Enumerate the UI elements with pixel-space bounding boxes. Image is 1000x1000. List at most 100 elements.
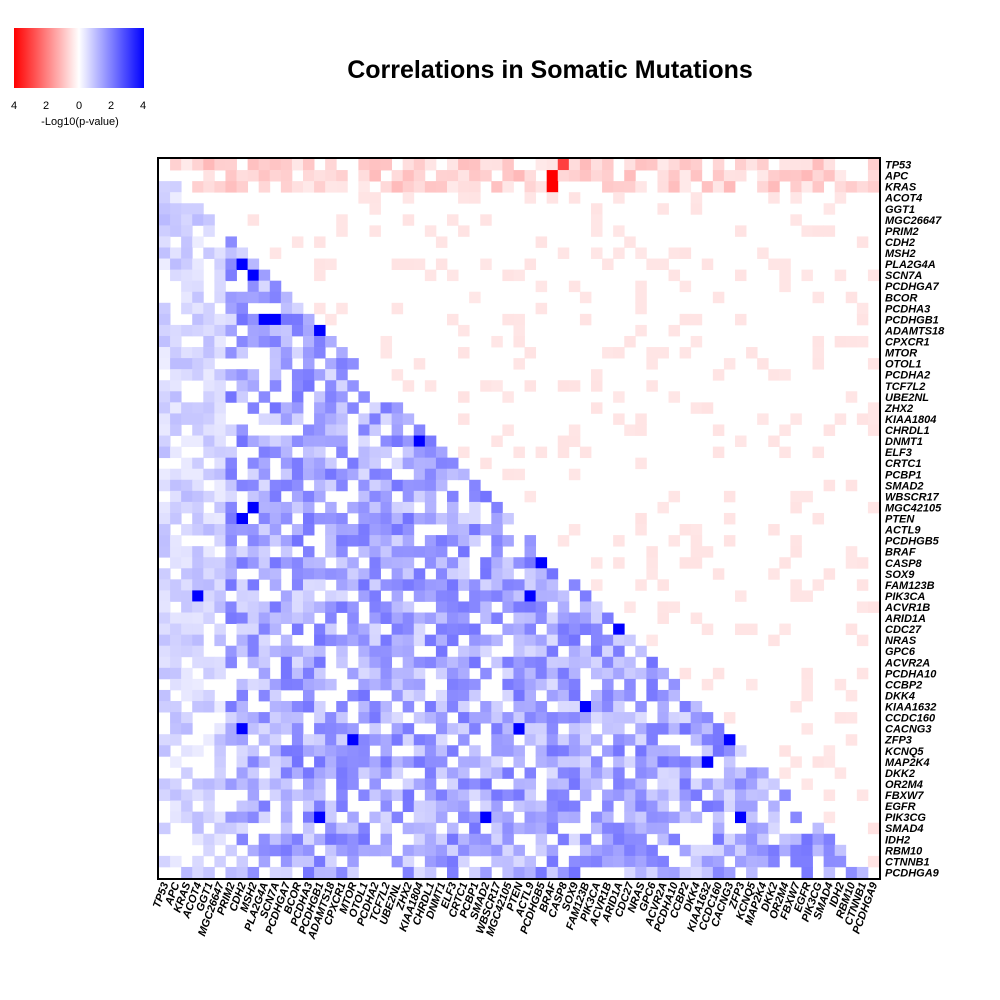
heatmap-cell bbox=[247, 579, 260, 591]
heatmap-cell bbox=[314, 446, 326, 459]
heatmap-cell bbox=[546, 612, 559, 624]
heatmap-cell bbox=[491, 512, 503, 525]
heatmap-cell bbox=[480, 701, 492, 713]
heatmap-cell bbox=[314, 435, 326, 447]
heatmap-cell bbox=[491, 833, 503, 846]
heatmap-cell bbox=[402, 723, 415, 735]
heatmap-cell bbox=[236, 855, 249, 868]
heatmap-cell bbox=[258, 656, 271, 669]
heatmap-cell bbox=[768, 844, 780, 857]
heatmap-cell bbox=[369, 402, 381, 414]
heatmap-cell bbox=[557, 656, 570, 669]
heatmap-cell bbox=[380, 811, 393, 824]
heatmap-cell bbox=[314, 645, 326, 658]
heatmap-cell bbox=[513, 844, 525, 857]
heatmap-cell bbox=[413, 424, 426, 436]
heatmap-cell bbox=[380, 833, 393, 846]
heatmap-cell bbox=[480, 258, 492, 271]
heatmap-cell bbox=[579, 734, 592, 746]
heatmap-cell bbox=[303, 335, 315, 348]
heatmap-cell bbox=[358, 446, 370, 459]
heatmap-cell bbox=[347, 468, 359, 481]
heatmap-cell bbox=[690, 712, 703, 724]
heatmap-cell bbox=[491, 634, 503, 647]
heatmap-cell bbox=[291, 855, 304, 868]
heatmap-cell bbox=[701, 678, 714, 691]
heatmap-cell bbox=[314, 302, 326, 315]
heatmap-cell bbox=[303, 734, 315, 746]
heatmap-cell bbox=[336, 170, 348, 182]
heatmap-cell bbox=[867, 170, 880, 182]
heatmap-cell bbox=[247, 612, 260, 624]
heatmap-cell bbox=[469, 844, 481, 857]
heatmap-cell bbox=[679, 844, 692, 857]
heatmap-cell bbox=[535, 446, 548, 459]
heatmap-cell bbox=[413, 866, 426, 879]
heatmap-cell bbox=[347, 524, 359, 536]
heatmap-cell bbox=[591, 712, 603, 724]
heatmap-cell bbox=[159, 479, 171, 492]
heatmap-cell bbox=[181, 745, 193, 757]
heatmap-cell bbox=[325, 745, 337, 757]
heatmap-cell bbox=[757, 170, 769, 182]
heatmap-cell bbox=[568, 579, 581, 591]
heatmap-cell bbox=[701, 712, 714, 724]
heatmap-cell bbox=[867, 501, 880, 514]
heatmap-cell bbox=[635, 302, 647, 315]
heatmap-cell bbox=[458, 468, 470, 481]
heatmap-cell bbox=[690, 612, 703, 624]
heatmap-cell bbox=[258, 535, 271, 547]
heatmap-cell bbox=[214, 391, 226, 403]
heatmap-cell bbox=[834, 712, 847, 724]
heatmap-cell bbox=[458, 756, 470, 768]
heatmap-cell bbox=[712, 745, 725, 757]
heatmap-cell bbox=[469, 645, 481, 658]
heatmap-cell bbox=[280, 844, 293, 857]
heatmap-cell bbox=[203, 734, 215, 746]
heatmap-cell bbox=[546, 678, 559, 691]
heatmap-cell bbox=[291, 479, 304, 492]
heatmap-cell bbox=[170, 800, 182, 813]
heatmap-cell bbox=[192, 358, 204, 370]
heatmap-cell bbox=[258, 413, 271, 425]
heatmap-cell bbox=[657, 203, 669, 215]
heatmap-cell bbox=[325, 568, 337, 580]
heatmap-cell bbox=[513, 468, 525, 481]
heatmap-cell bbox=[524, 590, 537, 602]
heatmap-cell bbox=[391, 170, 404, 182]
heatmap-cell bbox=[435, 479, 448, 492]
heatmap-cell bbox=[602, 689, 614, 702]
heatmap-cell bbox=[347, 535, 359, 547]
heatmap-cell bbox=[291, 181, 304, 193]
heatmap-cell bbox=[646, 756, 658, 768]
heatmap-cell bbox=[214, 479, 226, 492]
heatmap-cell bbox=[336, 844, 348, 857]
heatmap-cell bbox=[823, 424, 836, 436]
heatmap-cell bbox=[701, 546, 714, 558]
heatmap-cell bbox=[291, 701, 304, 713]
heatmap-cell bbox=[657, 601, 669, 613]
heatmap-cell bbox=[192, 236, 204, 248]
heatmap-cell bbox=[380, 402, 393, 414]
heatmap-cell bbox=[447, 524, 459, 536]
heatmap-cell bbox=[513, 335, 525, 348]
heatmap-cell bbox=[402, 501, 415, 514]
heatmap-cell bbox=[214, 291, 226, 304]
heatmap-cell bbox=[491, 546, 503, 558]
heatmap-cell bbox=[314, 723, 326, 735]
heatmap-cell bbox=[513, 579, 525, 591]
heatmap-cell bbox=[624, 756, 636, 768]
heatmap-cell bbox=[314, 490, 326, 503]
heatmap-cell bbox=[159, 689, 171, 702]
heatmap-cell bbox=[801, 225, 813, 237]
heatmap-cell bbox=[668, 601, 681, 613]
heatmap-cell bbox=[159, 623, 171, 636]
heatmap-cell bbox=[591, 601, 603, 613]
heatmap-cell bbox=[247, 601, 260, 613]
heatmap-cell bbox=[336, 557, 348, 569]
heatmap-cell bbox=[258, 689, 271, 702]
heatmap-cell bbox=[203, 159, 215, 171]
heatmap-cell bbox=[269, 689, 282, 702]
heatmap-cell bbox=[435, 170, 448, 182]
heatmap-cell bbox=[779, 844, 791, 857]
